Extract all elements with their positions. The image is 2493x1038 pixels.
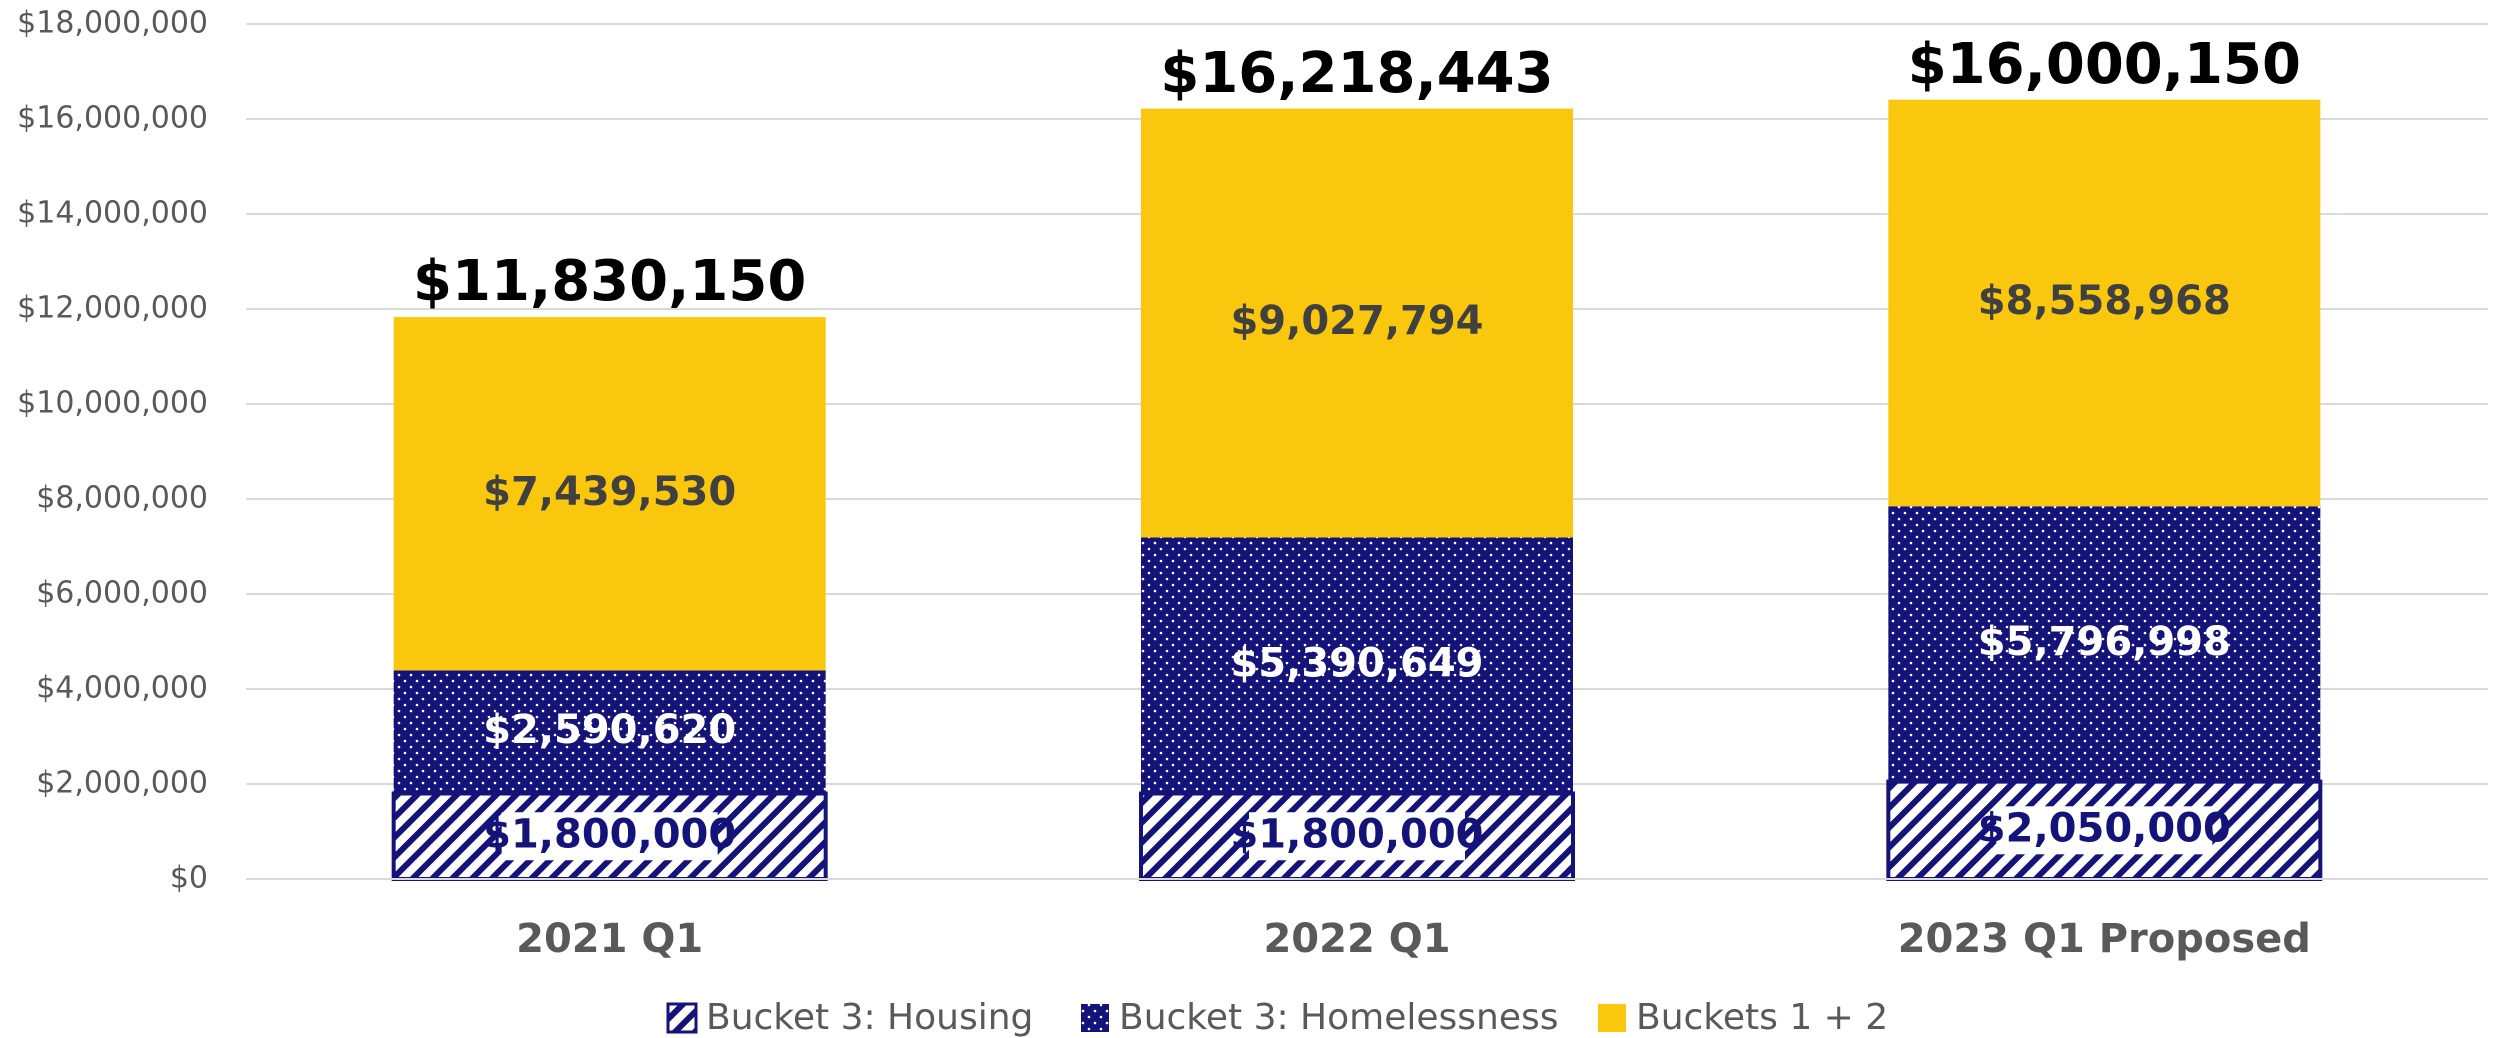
total-label: $16,218,443: [1160, 41, 1553, 106]
y-tick-label: $6,000,000: [36, 576, 208, 611]
bar-segment: [1141, 108, 1573, 538]
legend-swatch: [666, 1002, 698, 1034]
legend-label: Buckets 1 + 2: [1636, 997, 1888, 1038]
data-label: $2,590,620: [483, 707, 736, 753]
legend-label: Bucket 3: Homelessness: [1119, 997, 1559, 1038]
data-label: $8,558,968: [1978, 278, 2231, 324]
bar-segment: [393, 670, 826, 794]
y-tick-label: $0: [170, 861, 208, 896]
y-tick-label: $14,000,000: [17, 196, 208, 231]
x-tick-label: 2023 Q1 Proposed: [1898, 916, 2311, 962]
y-tick-label: $8,000,000: [36, 481, 208, 516]
data-label: $9,027,794: [1230, 298, 1483, 344]
y-tick-label: $18,000,000: [17, 6, 208, 41]
y-tick-label: $16,000,000: [17, 101, 208, 136]
legend-label: Bucket 3: Housing: [706, 997, 1033, 1038]
label-background: [501, 812, 718, 861]
data-label: $1,800,000: [483, 811, 736, 857]
y-tick-label: $12,000,000: [17, 291, 208, 326]
data-label: $7,439,530: [483, 469, 736, 515]
legend-swatch: [1081, 1004, 1109, 1032]
legend-swatch: [1598, 1004, 1626, 1032]
data-label: $5,390,649: [1230, 640, 1483, 686]
total-label: $11,830,150: [413, 249, 806, 314]
bar-segment: [393, 317, 826, 671]
data-label: $5,796,998: [1978, 619, 2231, 665]
data-label: $1,800,000: [1230, 811, 1483, 857]
bar-segment: [1888, 99, 2321, 507]
total-label: $16,000,150: [1908, 32, 2301, 97]
data-label: $2,050,000: [1978, 805, 2231, 851]
y-tick-label: $2,000,000: [36, 766, 208, 801]
label-background: [1249, 812, 1465, 861]
y-tick-label: $10,000,000: [17, 386, 208, 421]
bar-segment: [1141, 537, 1573, 794]
x-tick-label: 2022 Q1: [1263, 916, 1450, 962]
y-tick-label: $4,000,000: [36, 671, 208, 706]
label-background: [1996, 806, 2213, 855]
bar-segment: [1888, 506, 2321, 782]
x-tick-label: 2021 Q1: [516, 916, 703, 962]
